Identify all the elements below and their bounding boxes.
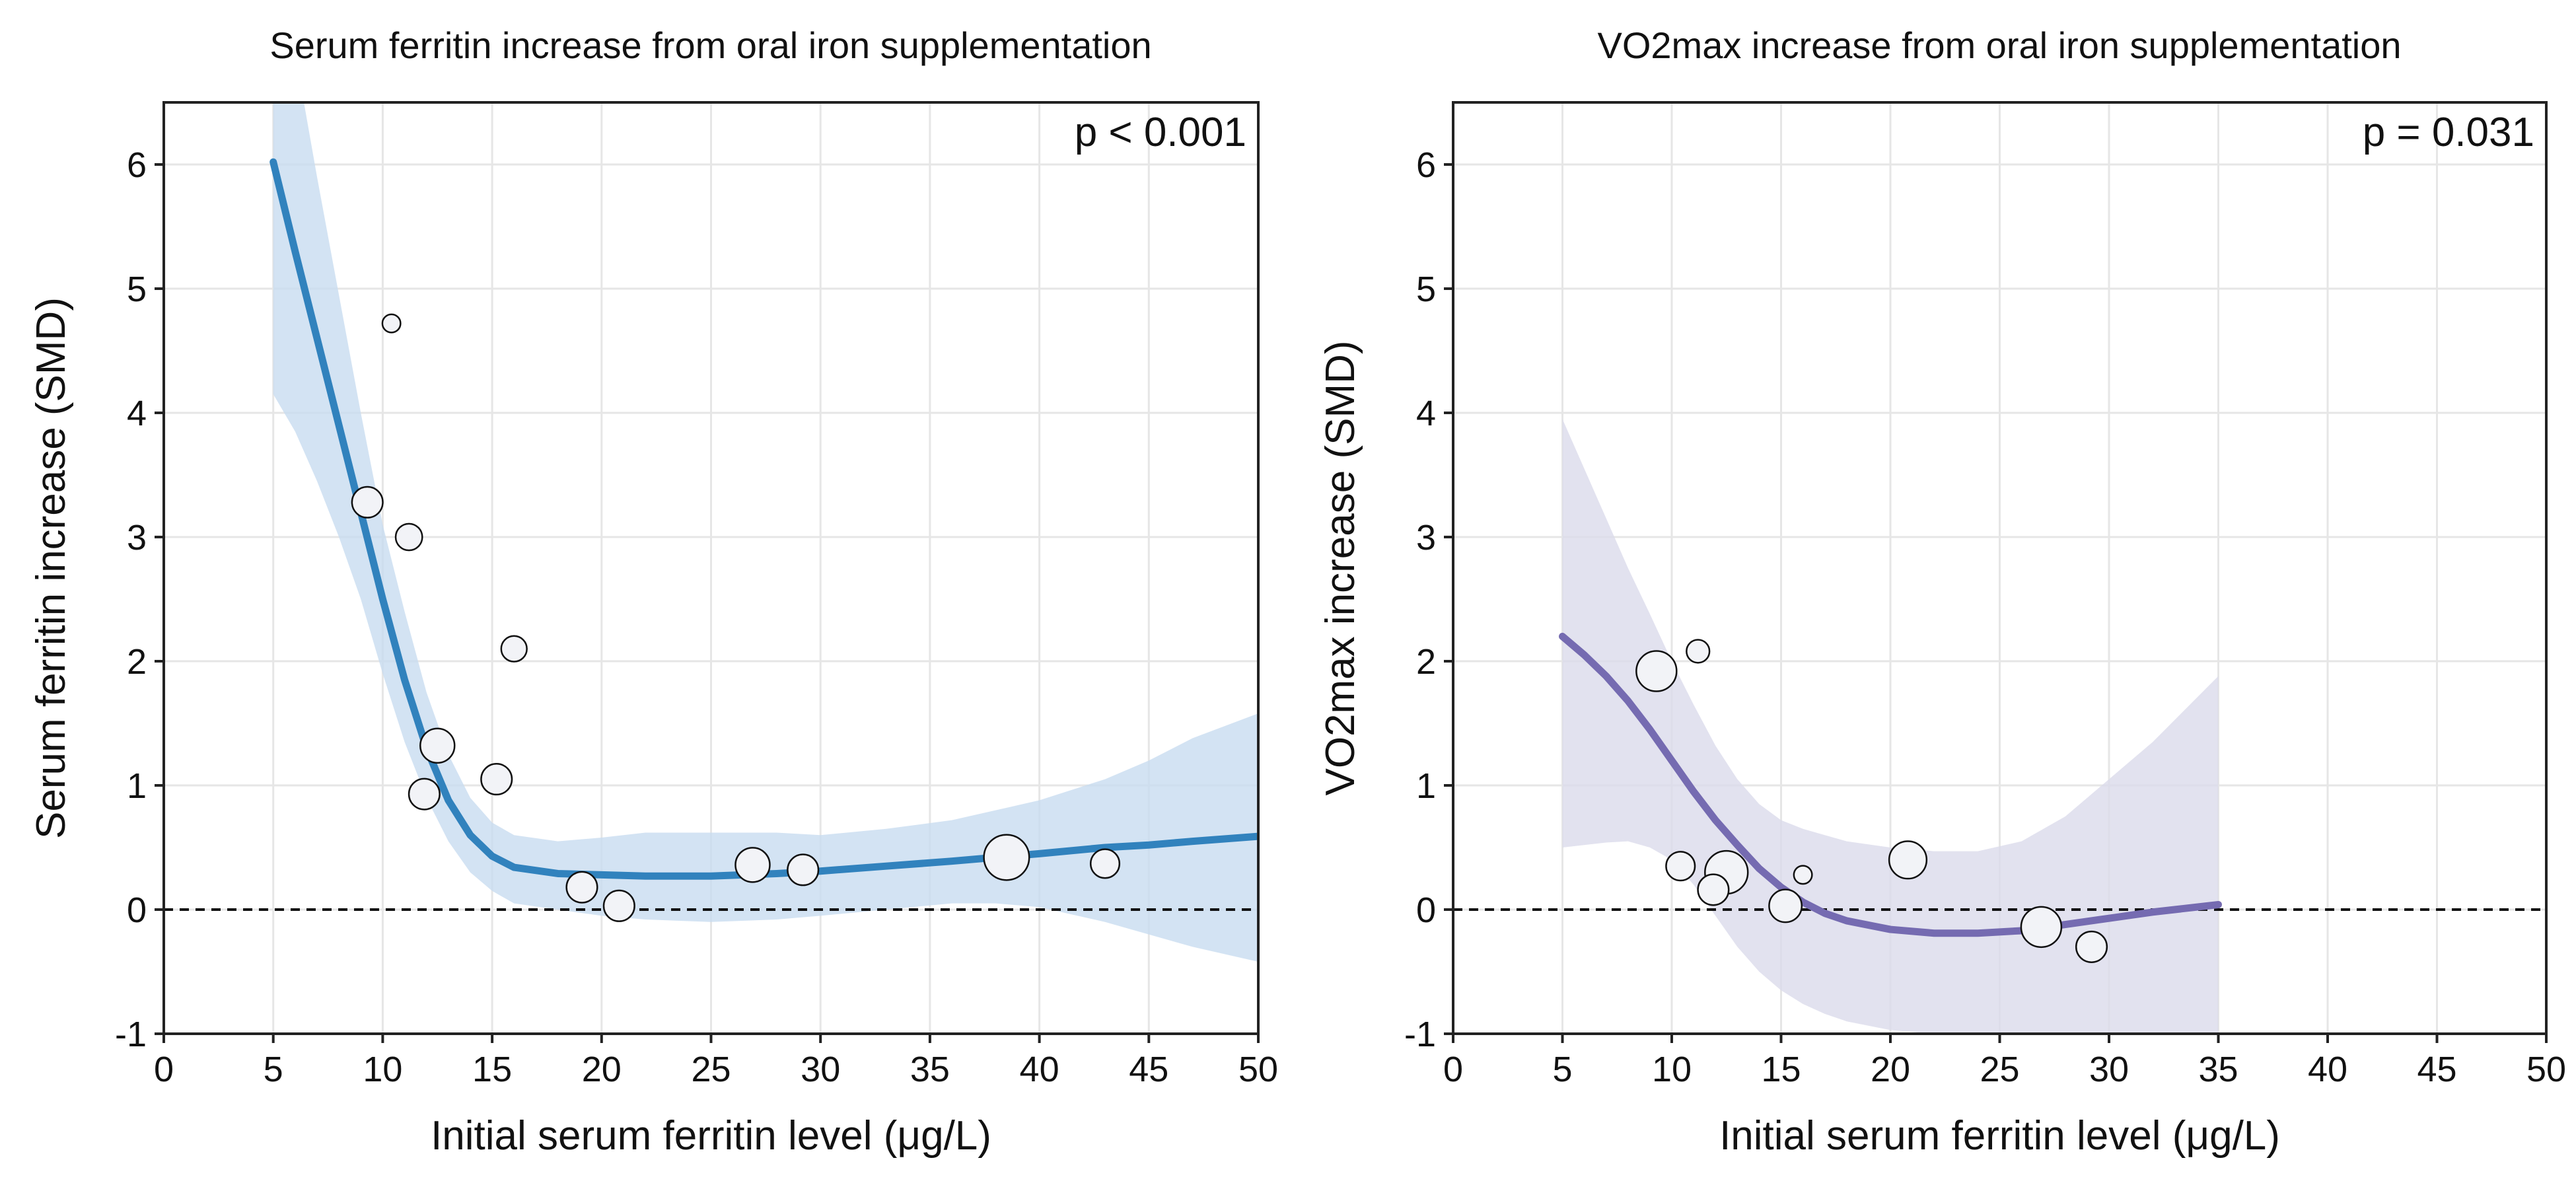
study-point <box>602 889 635 922</box>
study-point <box>787 853 820 886</box>
y-tick-label: 3 <box>127 518 147 558</box>
study-point <box>1768 888 1803 923</box>
x-tick-label: 20 <box>1871 1050 1910 1089</box>
x-tick-label: 25 <box>1980 1050 2019 1089</box>
x-tick-label: 50 <box>2526 1050 2566 1089</box>
study-point <box>408 777 441 811</box>
x-tick-label: 30 <box>801 1050 840 1089</box>
x-tick-label: 35 <box>2198 1050 2238 1089</box>
y-tick-label: 1 <box>1416 766 1436 806</box>
y-tick-label: 4 <box>1416 394 1436 433</box>
y-tick-label: 3 <box>1416 518 1436 558</box>
x-tick-label: 15 <box>1761 1050 1801 1089</box>
x-tick-label: 50 <box>1238 1050 1278 1089</box>
p-value-annotation: p < 0.001 <box>1075 110 1246 155</box>
y-tick-label: 2 <box>127 642 147 682</box>
chart-title: Serum ferritin increase from oral iron s… <box>269 24 1151 66</box>
x-axis-label: Initial serum ferritin level (μg/L) <box>1719 1113 2280 1159</box>
study-point <box>480 763 513 796</box>
y-tick-label: -1 <box>1404 1015 1436 1054</box>
chart-title: VO2max increase from oral iron supplemen… <box>1597 24 2401 66</box>
study-point <box>500 635 528 663</box>
y-tick-label: 1 <box>127 766 147 806</box>
x-tick-label: 15 <box>472 1050 512 1089</box>
study-point <box>1888 840 1928 880</box>
study-point <box>734 847 771 883</box>
study-point <box>2075 930 2108 963</box>
y-tick-label: 6 <box>1416 145 1436 185</box>
x-tick-label: 40 <box>1020 1050 1059 1089</box>
study-point <box>1665 851 1696 882</box>
y-axis-label: Serum ferritin increase (SMD) <box>28 297 74 839</box>
study-point <box>1686 639 1711 664</box>
p-value-annotation: p = 0.031 <box>2363 110 2534 155</box>
x-tick-label: 35 <box>910 1050 950 1089</box>
x-tick-label: 40 <box>2308 1050 2347 1089</box>
study-point <box>2020 906 2063 949</box>
y-tick-label: -1 <box>115 1015 147 1054</box>
study-point <box>1793 865 1813 885</box>
x-tick-label: 0 <box>154 1050 174 1089</box>
y-tick-label: 0 <box>1416 890 1436 930</box>
x-axis-label: Initial serum ferritin level (μg/L) <box>431 1113 991 1159</box>
y-tick-label: 2 <box>1416 642 1436 682</box>
y-tick-label: 5 <box>127 270 147 309</box>
x-tick-label: 45 <box>2417 1050 2456 1089</box>
study-point <box>1635 650 1678 692</box>
x-tick-label: 45 <box>1129 1050 1168 1089</box>
study-point <box>351 486 384 519</box>
y-axis-label: VO2max increase (SMD) <box>1318 340 1363 795</box>
x-tick-label: 5 <box>1552 1050 1572 1089</box>
x-tick-label: 30 <box>2089 1050 2129 1089</box>
study-point <box>1089 848 1121 879</box>
study-point <box>381 313 402 334</box>
study-point <box>565 871 598 904</box>
x-tick-label: 10 <box>363 1050 402 1089</box>
x-tick-label: 20 <box>582 1050 622 1089</box>
study-point <box>419 727 456 764</box>
panel-serum-ferritin: Serum ferritin increase from oral iron s… <box>28 24 1278 1159</box>
x-tick-label: 10 <box>1652 1050 1692 1089</box>
confidence-band <box>273 102 1258 962</box>
x-tick-label: 5 <box>264 1050 283 1089</box>
y-tick-label: 0 <box>127 890 147 930</box>
y-tick-label: 5 <box>1416 270 1436 309</box>
panel-vo2max: VO2max increase from oral iron supplemen… <box>1318 24 2566 1159</box>
y-tick-label: 6 <box>127 145 147 185</box>
x-tick-label: 25 <box>691 1050 731 1089</box>
study-point <box>1697 873 1730 906</box>
study-point <box>983 834 1030 881</box>
y-tick-label: 4 <box>127 394 147 433</box>
x-tick-label: 0 <box>1443 1050 1463 1089</box>
study-point <box>394 522 423 552</box>
